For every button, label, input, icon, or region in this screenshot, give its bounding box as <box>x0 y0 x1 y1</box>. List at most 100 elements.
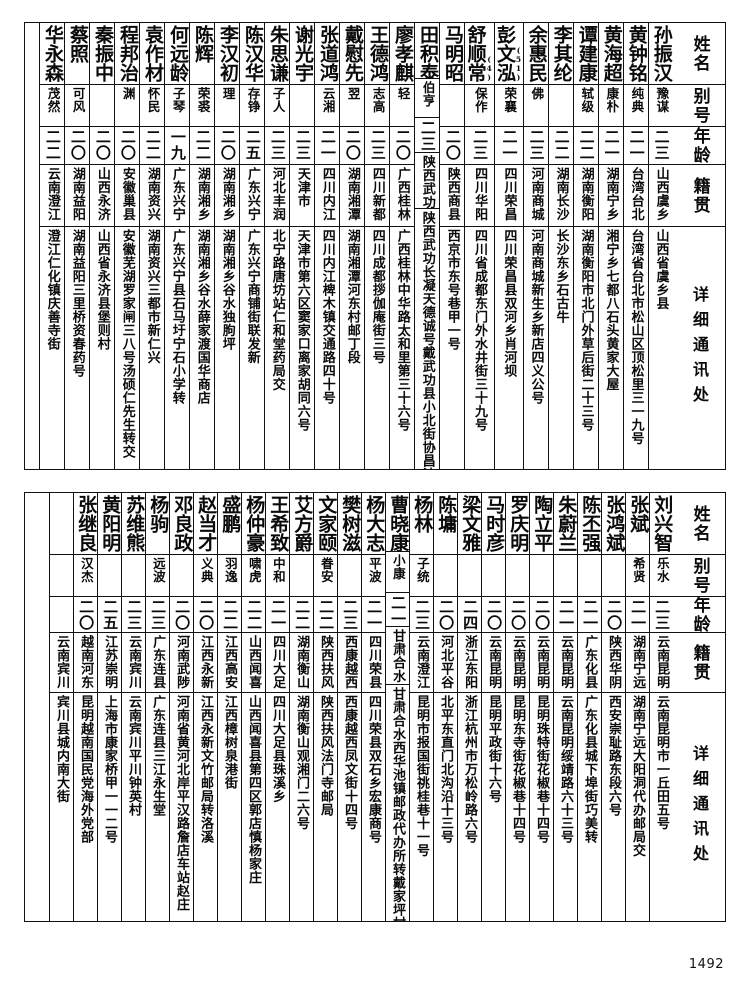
entry-age-cell: 二一 <box>266 597 289 633</box>
entry-age-cell: 二〇 <box>602 597 625 633</box>
roster-entry-column: 舒顺常 (4) 保作 二三 四川华阳 四川省成都东门外水井街三十九号 <box>464 23 494 469</box>
entry-native-place: 湖南衡阳 <box>578 167 594 221</box>
entry-age-cell: 二〇 <box>115 127 140 165</box>
entry-age-cell: 二〇 <box>170 597 193 633</box>
entry-name-cell: 樊树滋 <box>338 493 361 555</box>
entry-alias: 保作 <box>472 87 488 113</box>
roster-entry-column: 曹晓康 小康 二一 甘肃合水 甘肃合水西华池镇邮政代办所转戴家坪村 <box>385 493 409 921</box>
entry-native-place: 湖南资兴 <box>144 167 160 221</box>
entry-alias-cell: 翌 <box>340 85 365 127</box>
entry-alias-cell: 茂然 <box>40 85 65 127</box>
entry-address-cell: 云南宾川平川钟英村 <box>122 693 145 921</box>
entry-age: 二三 <box>471 129 490 161</box>
entry-native-place-cell: 山西永济 <box>90 165 115 227</box>
entry-name-cell: 邓良政 <box>170 493 193 555</box>
entry-address-cell: 山西省虞乡县 <box>649 227 673 469</box>
entry-name: 苏维熊 <box>123 495 145 552</box>
entry-address: 昆明珠特街花椒巷十四号 <box>534 695 549 844</box>
entry-native-place: 云南宾川 <box>126 635 142 689</box>
entry-alias: 中和 <box>270 557 286 583</box>
entry-address-cell: 广东兴宁商铺街联发新 <box>240 227 264 469</box>
entry-age: 二一 <box>627 129 646 161</box>
header-address-cell: 详细通讯处 <box>673 693 725 921</box>
entry-name: 戴慰先 <box>341 25 364 82</box>
header-alias-cell: 别号 <box>673 555 725 597</box>
entry-native-place: 陕西武功 <box>419 154 435 209</box>
entry-address: 天津市第六区窦家口离家胡同六号 <box>294 229 310 432</box>
entry-name: 黄阳明 <box>99 495 121 552</box>
entry-name: 杨林 <box>411 495 433 533</box>
roster-entry-column: 樊树滋 二三 西康越西 西康越西凤文街十四号 <box>337 493 361 921</box>
entry-native-place: 湖南长沙 <box>553 167 569 221</box>
entry-name-cell: 王希致 <box>266 493 289 555</box>
entry-name: 谢光宇 <box>291 25 314 82</box>
roster-entry-column: 陈汉华 存铮 二五 广东兴宁 广东兴宁商铺街联发新 <box>239 23 265 469</box>
entry-name: 李汉初 <box>216 25 239 82</box>
entry-age: 二二 <box>193 129 212 161</box>
entry-name-cell: 蔡照 <box>65 23 90 85</box>
entry-address-cell: 上海市康家桥甲一一二号 <box>98 693 121 921</box>
entry-age-cell: 二三 <box>122 597 145 633</box>
entry-age-cell: 二一 <box>554 597 577 633</box>
entry-alias-cell <box>50 555 73 597</box>
entry-address-cell: 甘肃合水西华池镇邮政代办所转戴家坪村 <box>386 685 409 921</box>
entry-address: 河南省黄河北岸平汉路詹店车站赵庄 <box>174 695 189 911</box>
roster-entry-column: 朱蔚兰 二一 云南昆明 云南昆明绥靖路六十三号 <box>553 493 577 921</box>
entry-alias: 翌 <box>345 87 361 100</box>
entry-address-cell: 北平东直门北沟沿十三号 <box>434 693 457 921</box>
entry-alias-cell: 豫谋 <box>649 85 673 127</box>
entry-native-place: 湖南宁远 <box>630 635 646 689</box>
entry-address-cell: 昆明市报国街祧桂巷十一号 <box>410 693 433 921</box>
entry-native-place-cell: 四川新都 <box>365 165 390 227</box>
entry-name-cell: 谭建康 <box>574 23 598 85</box>
entry-address-cell: 广东连县三江永生堂 <box>146 693 169 921</box>
entry-alias-cell: 轻 <box>390 85 415 127</box>
entry-name-cell: 马明昭 <box>440 23 465 85</box>
entry-name-cell: 曹晓康 <box>386 493 409 553</box>
entry-age-cell: 二一 <box>624 127 648 165</box>
entry-native-place: 天津市 <box>294 167 310 208</box>
entry-native-place: 四川新都 <box>369 167 385 221</box>
entry-native-place: 云南昆明 <box>486 635 502 689</box>
entry-name-cell: 华永森 <box>40 23 65 85</box>
entry-name: 舒顺常 <box>465 25 487 82</box>
entry-native-place-cell: 山西闻喜 <box>242 633 265 693</box>
entry-age: 二三 <box>413 599 432 631</box>
entry-native-place: 江西高安 <box>222 635 238 689</box>
roster-entry-column: 张继良 汉杰 二〇 越南河东 昆明越南国民党海外党部 <box>73 493 97 921</box>
entry-address: 云南昆明绥靖路六十三号 <box>558 695 573 844</box>
entry-native-place: 河北平谷 <box>438 635 454 689</box>
roster-entry-column: 戴慰先翌二〇 湖南湘潭 湖南湘潭河东村邮丁段 <box>339 23 365 469</box>
entry-name-cell: 黄阳明 <box>98 493 121 555</box>
entry-address: 云南宾川平川钟英村 <box>126 695 141 817</box>
header-alias: 别号 <box>689 556 710 595</box>
entry-name: 马明昭 <box>441 25 464 82</box>
entry-name: 陈辉 <box>191 25 214 63</box>
entry-address-cell: 湘宁乡七都八石头黄家大屋 <box>599 227 623 469</box>
entry-name-cell: 刘兴智 <box>650 493 673 555</box>
entry-native-place: 江西永新 <box>198 635 214 689</box>
entry-native-place-cell: 湖南衡山 <box>290 633 313 693</box>
entry-name-cell: 舒顺常 (4) <box>465 23 494 85</box>
entry-native-place-cell: 河北丰润 <box>265 165 290 227</box>
entry-native-place-cell: 云南昆明 <box>482 633 505 693</box>
header-native-place-cell: 籍贯 <box>673 633 725 693</box>
table-header-column: 姓名 别号 年龄 籍贯 详细通讯处 <box>673 23 725 469</box>
entry-age-cell: 二三 <box>146 597 169 633</box>
entry-alias-cell <box>482 555 505 597</box>
entry-address: 台湾省台北市松山区顶松里三一九号 <box>628 229 644 445</box>
entry-age-cell: 二三 <box>415 118 440 153</box>
entry-address-cell: 北宁路唐坊站仁和堂药局交 <box>265 227 289 469</box>
entry-name: 朱蔚兰 <box>555 495 577 552</box>
entry-address-cell: 昆明东寺街花椒巷十四号 <box>506 693 529 921</box>
entry-alias-cell: 平波 <box>362 555 385 597</box>
roster-entry-column: 李汉初理二〇 湖南湘乡 湖南湘乡谷水独朐坪 <box>214 23 240 469</box>
entry-alias: 眷安 <box>318 557 334 583</box>
entry-native-place-cell: 湖南湘潭 <box>340 165 365 227</box>
entry-address: 宾川县城内南大街 <box>54 695 69 803</box>
entry-address-cell: 湖南湘潭河东村邮丁段 <box>340 227 364 469</box>
entry-name: 陈墉 <box>435 495 457 533</box>
entry-alias-cell: 中和 <box>266 555 289 597</box>
entry-name: 陈丕强 <box>579 495 601 552</box>
roster-entry-column: 杨林 子统 二三 云南澄江 昆明市报国街祧桂巷十一号 <box>409 493 433 921</box>
